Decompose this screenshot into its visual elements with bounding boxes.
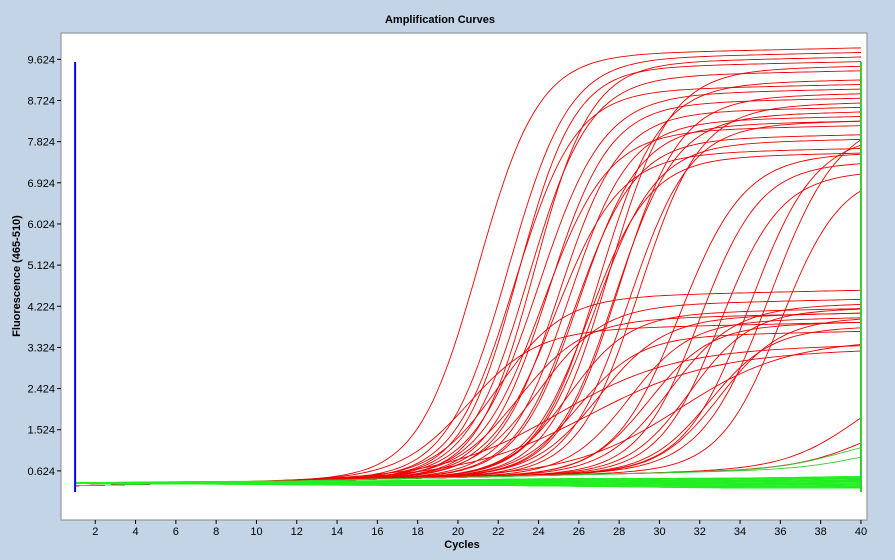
amplification-curves [75, 47, 862, 489]
x-tick-label: 16 [371, 526, 383, 538]
x-tick-label: 32 [694, 526, 706, 538]
y-tick-label: 2.424 [27, 384, 55, 396]
y-tick-label: 3.324 [27, 342, 55, 354]
y-tick-label: 7.824 [27, 137, 55, 149]
x-tick-label: 20 [452, 526, 464, 538]
y-tick-label: 9.624 [27, 54, 55, 66]
x-tick-label: 34 [734, 526, 746, 538]
x-tick-label: 8 [213, 526, 219, 538]
y-axis-label: Fluorescence (465-510) [11, 215, 23, 337]
x-tick-label: 36 [774, 526, 786, 538]
x-tick-label: 2 [92, 526, 98, 538]
y-tick-label: 6.024 [27, 219, 55, 231]
x-axis-label: Cycles [444, 539, 479, 551]
x-tick-label: 40 [855, 526, 867, 538]
x-tick-label: 10 [250, 526, 262, 538]
y-tick-label: 0.624 [27, 466, 55, 478]
x-tick-label: 14 [331, 526, 343, 538]
x-tick-label: 22 [492, 526, 504, 538]
x-tick-label: 38 [815, 526, 827, 538]
plot-area [60, 32, 868, 521]
y-tick-label: 1.524 [27, 425, 55, 437]
negative-curve [75, 475, 862, 484]
x-tick-label: 12 [291, 526, 303, 538]
x-axis-ticks: 2 4 6 8 10 12 14 16 18 20 22 24 26 28 30 32 34 36 38 40 [92, 520, 867, 538]
y-tick-label: 6.924 [27, 178, 55, 190]
y-tick-label: 5.124 [27, 260, 55, 272]
chart-title: Amplification Curves [385, 14, 495, 26]
x-tick-label: 6 [173, 526, 179, 538]
y-tick-label: 8.724 [27, 95, 55, 107]
x-tick-label: 28 [613, 526, 625, 538]
x-tick-label: 26 [573, 526, 585, 538]
x-tick-label: 18 [412, 526, 424, 538]
x-tick-label: 30 [653, 526, 665, 538]
y-axis-ticks: 0.624 1.524 2.424 3.324 4.224 5.124 6.024 6.924… [27, 54, 61, 478]
y-tick-label: 4.224 [27, 301, 55, 313]
x-tick-label: 4 [132, 526, 138, 538]
x-tick-label: 24 [532, 526, 544, 538]
